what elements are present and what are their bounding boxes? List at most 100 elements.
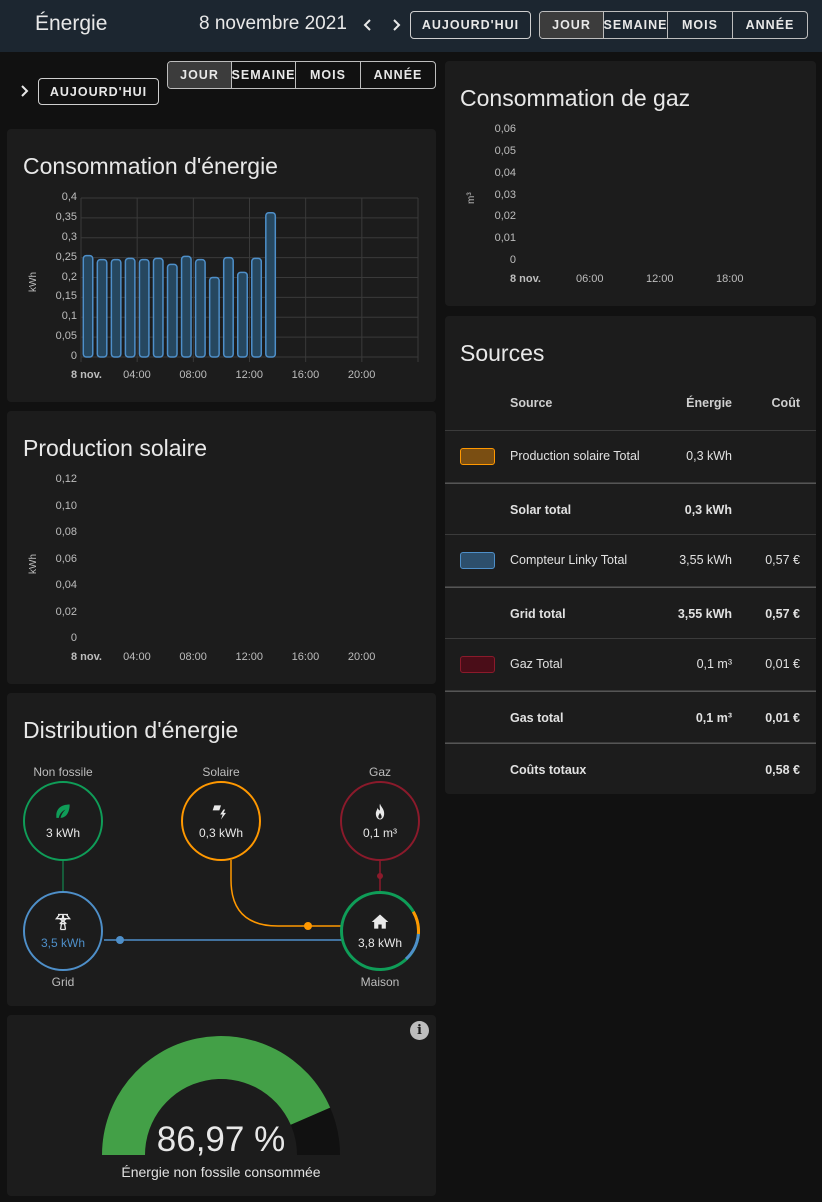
chart-bar	[82, 254, 94, 358]
y-tick-label: 0,01	[494, 232, 516, 245]
node-value: 3,8 kWh	[357, 936, 402, 950]
y-tick-label: 0,15	[55, 290, 77, 303]
chevron-left-icon[interactable]	[358, 15, 378, 35]
chart-bar	[152, 257, 164, 358]
y-tick-label: 0	[70, 632, 77, 644]
column-header-energy: Énergie	[686, 396, 732, 410]
x-tick-label: 06:00	[576, 273, 604, 285]
table-row: Compteur Linky Total 3,55 kWh 0,57 €	[445, 535, 816, 587]
period-selector-secondary: JOUR SEMAINE MOIS ANNÉE	[167, 61, 436, 89]
y-tick-label: 0,12	[55, 473, 77, 485]
non-fossil-label: Non fossile	[33, 765, 93, 779]
y-tick-label: 0,3	[61, 230, 77, 243]
gauge-value: 86,97 %	[156, 1120, 286, 1159]
y-tick-label: 0	[509, 254, 516, 266]
period-year[interactable]: ANNÉE	[745, 18, 795, 32]
x-tick-label: 12:00	[235, 651, 264, 663]
flow-dot-grid	[116, 936, 124, 944]
card-title: Consommation de gaz	[460, 85, 691, 111]
solar-node[interactable]: 0,3 kWh	[181, 781, 261, 861]
total-energy: 0,3 kWh	[684, 503, 732, 517]
chevron-right-icon[interactable]	[14, 81, 34, 101]
gas-consumption-card: Consommation de gaz	[445, 61, 816, 306]
gauge-caption: Énergie non fossile consommée	[121, 1164, 321, 1180]
non-fossil-node[interactable]: 3 kWh	[23, 781, 103, 861]
x-tick-label: 04:00	[123, 651, 151, 663]
info-icon[interactable]: i	[410, 1021, 429, 1040]
x-tick-label: 08:00	[179, 369, 207, 381]
gas-node[interactable]: 0,1 m³	[340, 781, 420, 861]
period-day[interactable]: JOUR	[168, 62, 232, 88]
chart-bar	[166, 263, 178, 358]
transmission-tower-icon	[54, 913, 72, 931]
total-cost: 0,57 €	[765, 607, 800, 621]
flow-line-solar-home	[230, 860, 342, 927]
chart-bar	[124, 257, 136, 358]
x-tick-label: 18:00	[716, 273, 744, 285]
total-label: Solar total	[510, 503, 572, 517]
total-cost: 0,01 €	[765, 711, 800, 725]
y-tick-label: 0,06	[55, 552, 77, 565]
total-energy: 0,1 m³	[695, 711, 732, 725]
table-row: Production solaire Total 0,3 kWh	[445, 431, 816, 483]
source-energy: 0,1 m³	[696, 657, 732, 671]
period-month[interactable]: MOIS	[296, 62, 361, 88]
table-row: Coûts totaux 0,58 €	[445, 743, 816, 794]
fire-icon	[375, 803, 385, 820]
y-tick-label: 0,02	[494, 210, 516, 223]
node-value: 3,5 kWh	[40, 936, 85, 950]
y-tick-label: 0	[70, 350, 77, 362]
x-tick-label: 8 nov.	[510, 273, 541, 285]
top-app-bar: Énergie 8 novembre 2021 AUJOURD'HUI JOUR…	[0, 0, 822, 52]
period-week[interactable]: SEMAINE	[232, 62, 296, 88]
table-row: Grid total 3,55 kWh 0,57 €	[445, 587, 816, 639]
y-tick-label: 0,2	[61, 270, 77, 283]
y-tick-label: 0,02	[55, 605, 77, 618]
chart-bar	[96, 258, 108, 358]
card-title: Distribution d'énergie	[23, 717, 239, 743]
leaf-icon	[56, 804, 70, 818]
x-tick-label: 12:00	[235, 369, 264, 381]
y-tick-label: 0,05	[494, 144, 516, 157]
period-year[interactable]: ANNÉE	[373, 68, 423, 82]
divider	[445, 430, 816, 431]
period-day[interactable]: JOUR	[540, 12, 604, 38]
period-month[interactable]: MOIS	[668, 12, 733, 38]
card-title: Production solaire	[23, 435, 208, 461]
chart-bar	[138, 258, 150, 358]
current-date: 8 novembre 2021	[199, 13, 347, 34]
chart-bar	[251, 257, 263, 358]
chart-bar	[180, 255, 192, 358]
x-tick-label: 8 nov.	[71, 369, 102, 381]
color-swatch	[460, 656, 495, 673]
y-tick-label: 0,04	[494, 166, 516, 179]
node-value: 0,1 m³	[362, 826, 397, 840]
solar-power-icon	[212, 805, 226, 820]
flow-dot-gas	[377, 873, 383, 879]
card-title: Sources	[460, 340, 545, 366]
y-tick-label: 0,06	[494, 123, 516, 135]
x-tick-label: 12:00	[646, 273, 674, 285]
node-value: 3 kWh	[45, 826, 80, 840]
period-week[interactable]: SEMAINE	[604, 12, 668, 38]
chevron-right-icon[interactable]	[386, 15, 406, 35]
chart-bar	[110, 258, 122, 358]
x-tick-label: 20:00	[347, 651, 376, 663]
today-button-secondary[interactable]: AUJOURD'HUI	[38, 78, 159, 105]
period-selector: JOUR SEMAINE MOIS ANNÉE	[539, 11, 808, 39]
source-label: Compteur Linky Total	[510, 553, 628, 567]
grand-total-label: Coûts totaux	[510, 763, 587, 777]
solar-production-card: Production solaire	[7, 411, 436, 684]
chart-bar	[208, 276, 220, 358]
total-label: Gas total	[510, 711, 564, 725]
today-button[interactable]: AUJOURD'HUI	[410, 11, 531, 39]
source-label: Gaz Total	[510, 657, 563, 671]
grid-node[interactable]: 3,5 kWh	[23, 891, 103, 971]
source-energy: 0,3 kWh	[686, 449, 732, 463]
home-node[interactable]: 3,8 kWh	[340, 891, 420, 971]
card-title: Consommation d'énergie	[23, 153, 278, 179]
x-tick-label: 16:00	[291, 651, 320, 663]
grand-total-cost: 0,58 €	[765, 763, 800, 777]
source-energy: 3,55 kWh	[679, 553, 732, 567]
y-tick-label: 0,4	[61, 191, 77, 203]
